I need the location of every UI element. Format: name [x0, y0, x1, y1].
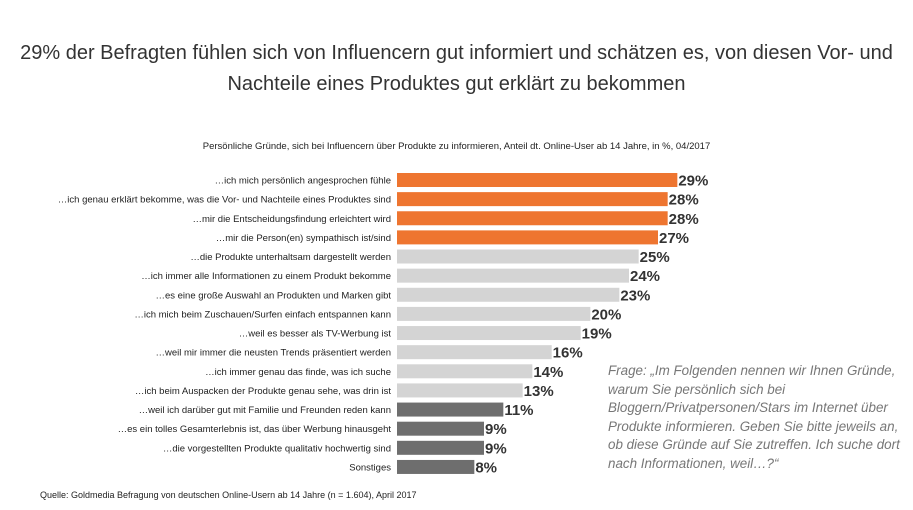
bar	[397, 421, 484, 436]
value-label: 9%	[485, 440, 507, 457]
value-label: 11%	[504, 402, 533, 419]
category-label: …mir die Person(en) sympathisch ist/sind	[216, 233, 391, 244]
value-label: 19%	[582, 326, 612, 343]
category-label: …ich genau erklärt bekomme, was die Vor-…	[58, 195, 391, 206]
value-label: 13%	[524, 383, 554, 400]
chart-subtitle: Persönliche Gründe, sich bei Influencern…	[202, 141, 711, 152]
category-label: …die Produkte unterhaltsam dargestellt w…	[190, 252, 391, 263]
value-label: 23%	[620, 287, 650, 304]
category-label: …ich mich persönlich angesprochen fühle	[215, 176, 391, 187]
bar	[397, 230, 658, 245]
category-label: …es eine große Auswahl an Produkten und …	[155, 290, 391, 301]
category-label: …weil ich darüber gut mit Familie und Fr…	[139, 405, 391, 416]
bar	[397, 249, 639, 264]
category-label: Sonstiges	[349, 462, 391, 473]
source-note: Quelle: Goldmedia Befragung von deutsche…	[40, 490, 417, 500]
value-label: 16%	[553, 345, 583, 362]
bar	[397, 345, 552, 360]
value-label: 28%	[669, 211, 699, 228]
category-label: …weil mir immer die neusten Trends präse…	[156, 348, 391, 359]
bar	[397, 287, 620, 302]
category-label: …die vorgestellten Produkte qualitativ h…	[163, 443, 391, 454]
category-label: …mir die Entscheidungsfindung erleichter…	[192, 214, 391, 225]
category-label: …ich mich beim Zuschauen/Surfen einfach …	[134, 309, 391, 320]
bar	[397, 268, 629, 283]
question-note: Frage: „Im Folgenden nennen wir Ihnen Gr…	[608, 363, 900, 471]
value-label: 27%	[659, 230, 689, 247]
bar	[397, 383, 523, 398]
category-label: …ich immer alle Informationen zu einem P…	[141, 271, 391, 282]
category-label: …ich immer genau das finde, was ich such…	[205, 367, 391, 378]
category-label: …es ein tolles Gesamterlebnis ist, das ü…	[118, 424, 392, 435]
bar	[397, 440, 484, 455]
bar	[397, 173, 678, 187]
bar	[397, 211, 668, 226]
chart-title: 29% der Befragten fühlen sich von Influe…	[20, 42, 893, 95]
value-label: 20%	[591, 306, 621, 323]
value-label: 14%	[533, 364, 563, 381]
category-label: …ich beim Auspacken der Produkte genau s…	[135, 386, 391, 397]
value-label: 28%	[669, 192, 699, 209]
bar	[397, 364, 533, 379]
value-label: 9%	[485, 421, 507, 438]
value-label: 24%	[630, 268, 660, 285]
bar	[397, 402, 504, 417]
bar	[397, 326, 581, 341]
category-label: …weil es besser als TV-Werbung ist	[239, 329, 392, 340]
bar	[397, 459, 475, 474]
value-label: 29%	[678, 173, 708, 190]
value-label: 8%	[475, 459, 497, 476]
bar	[397, 306, 591, 321]
bar	[397, 192, 668, 207]
value-label: 25%	[640, 249, 670, 266]
